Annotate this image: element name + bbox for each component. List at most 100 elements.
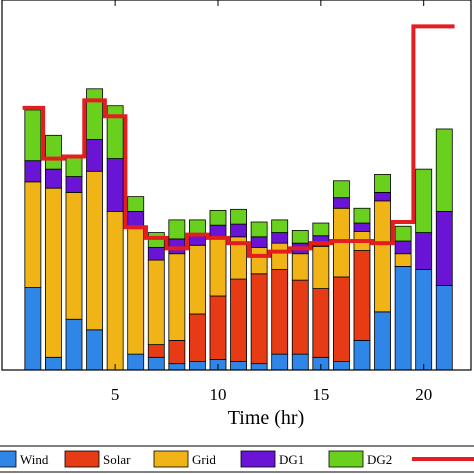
bar-grid-1 (24, 181, 42, 288)
bar-dg2-14 (291, 230, 309, 244)
bar-wind-7 (147, 356, 165, 371)
x-tick-label-10: 10 (209, 385, 226, 404)
bar-wind-11 (230, 361, 247, 371)
bar-dg1-13 (271, 232, 289, 244)
legend-label-solar: Solar (103, 452, 131, 467)
bar-grid-3 (65, 191, 83, 320)
bar-solar-16 (332, 276, 350, 362)
bar-wind-4 (86, 329, 103, 371)
legend-label-dg1: DG1 (279, 452, 304, 467)
bar-wind-16 (332, 361, 350, 371)
bar-solar-8 (168, 339, 186, 365)
bar-dg1-17 (353, 222, 371, 232)
bar-dg2-21 (435, 128, 453, 212)
bar-dg1-3 (65, 176, 83, 193)
legend-label-grid: Grid (192, 452, 216, 467)
bar-grid-6 (127, 226, 145, 355)
bar-dg1-4 (86, 139, 103, 172)
bar-dg2-15 (312, 222, 330, 237)
bar-solar-10 (209, 295, 227, 360)
x-tick-label-5: 5 (111, 385, 120, 404)
legend-swatch-wind (0, 450, 17, 468)
bar-dg1-2 (45, 168, 62, 189)
bar-solar-12 (250, 273, 268, 365)
bar-dg2-13 (271, 219, 289, 233)
stacked-bars (24, 88, 453, 371)
bar-grid-12 (250, 246, 268, 275)
bar-dg1-6 (127, 211, 145, 228)
bar-dg2-9 (188, 219, 206, 236)
bar-dg2-17 (353, 207, 371, 224)
demand-line (22, 24, 455, 258)
bar-grid-5 (106, 211, 124, 371)
bar-grid-10 (209, 237, 227, 297)
legend-swatch-dg2 (328, 450, 364, 468)
bar-wind-19 (394, 265, 412, 371)
bar-solar-11 (230, 278, 247, 362)
demand-step-line (22, 24, 455, 258)
bar-wind-12 (250, 363, 268, 371)
bar-wind-1 (24, 287, 42, 371)
x-tick-label-15: 15 (312, 385, 329, 404)
bar-dg1-12 (250, 236, 268, 248)
bar-dg1-1 (24, 160, 42, 183)
bar-dg1-11 (230, 223, 247, 238)
bar-wind-8 (168, 363, 186, 371)
legend: Wind Solar Grid DG1 DG2 (0, 445, 474, 473)
bar-wind-18 (374, 311, 391, 371)
bar-wind-6 (127, 353, 145, 371)
bar-wind-14 (291, 353, 309, 371)
bar-wind-2 (45, 356, 62, 371)
bar-wind-13 (271, 353, 289, 371)
bar-dg1-19 (394, 240, 412, 255)
bar-dg2-2 (45, 134, 62, 170)
bar-dg2-3 (65, 154, 83, 177)
bar-dg2-5 (106, 105, 124, 159)
bar-dg2-16 (332, 180, 350, 199)
bar-dg1-7 (147, 246, 165, 261)
bar-solar-14 (291, 279, 309, 355)
bar-dg1-18 (374, 191, 391, 202)
plot-frame (1, 0, 472, 371)
bar-dg2-6 (127, 196, 145, 212)
bar-grid-15 (312, 245, 330, 289)
x-ticks: 5 10 15 20 (111, 0, 432, 404)
bar-solar-13 (271, 269, 289, 355)
bar-dg2-8 (168, 219, 186, 240)
bar-solar-15 (312, 288, 330, 358)
bar-grid-7 (147, 259, 165, 346)
legend-swatch-solar (64, 450, 100, 468)
bar-dg1-8 (168, 238, 186, 255)
x-axis-label: Time (hr) (228, 407, 304, 429)
bar-wind-17 (353, 339, 371, 371)
bar-dg1-16 (332, 197, 350, 209)
bar-grid-13 (271, 242, 289, 270)
bar-solar-7 (147, 344, 165, 358)
bar-dg2-1 (24, 109, 42, 162)
bar-wind-9 (188, 361, 206, 371)
bar-wind-21 (435, 285, 453, 371)
legend-swatch-dg1 (240, 450, 276, 468)
bar-dg2-4 (86, 88, 103, 140)
x-tick-label-20: 20 (415, 385, 432, 404)
bar-dg2-7 (147, 232, 165, 248)
bar-grid-9 (188, 244, 206, 315)
bar-grid-18 (374, 200, 391, 313)
bar-wind-20 (415, 269, 433, 371)
bar-grid-2 (45, 187, 62, 358)
bar-dg1-21 (435, 211, 453, 286)
legend-swatch-grid (153, 450, 189, 468)
bar-grid-8 (168, 253, 186, 341)
bar-grid-19 (394, 253, 412, 267)
bar-dg2-20 (415, 168, 433, 233)
bar-dg1-5 (106, 158, 124, 212)
bar-solar-17 (353, 250, 371, 341)
bar-wind-3 (65, 318, 83, 371)
bar-grid-14 (291, 253, 309, 281)
bar-grid-4 (86, 170, 103, 331)
bar-dg2-10 (209, 209, 227, 226)
bar-dg2-19 (394, 225, 412, 242)
legend-label-wind: Wind (20, 452, 49, 467)
bar-dg2-12 (250, 221, 268, 238)
